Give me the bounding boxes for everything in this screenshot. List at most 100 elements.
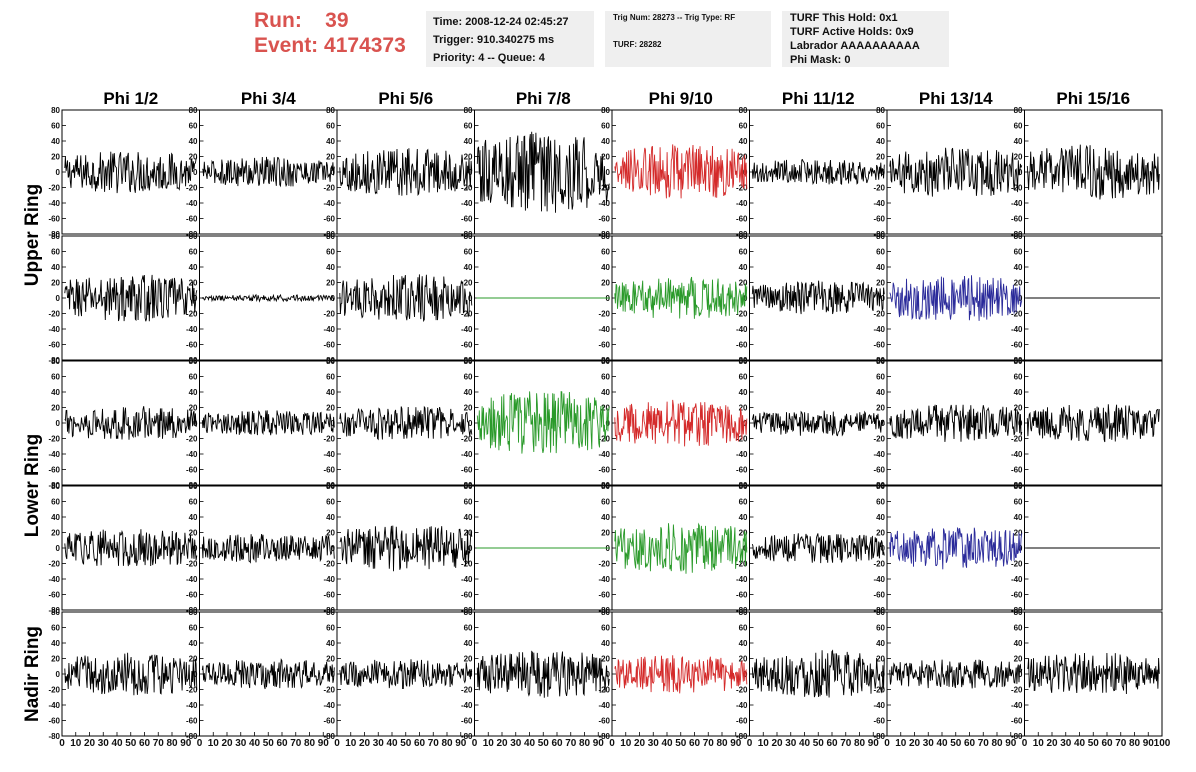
y-tick-label: 60 — [189, 248, 198, 257]
y-tick-label: -60 — [48, 466, 60, 475]
column-label-phi-7-8: Phi 7/8 — [516, 89, 571, 108]
y-tick-label: -40 — [186, 450, 198, 459]
y-tick-label: -40 — [1011, 450, 1023, 459]
y-tick-label: -40 — [873, 450, 885, 459]
y-tick-label: 80 — [1014, 106, 1023, 115]
y-tick-label: 20 — [326, 153, 335, 162]
waveform-phi-11-12-row-0 — [751, 158, 885, 185]
y-tick-label: -60 — [598, 466, 610, 475]
y-tick-label: -60 — [873, 717, 885, 726]
y-tick-label: -20 — [873, 184, 885, 193]
waveform-phi-5-6-row-0 — [339, 148, 473, 196]
y-tick-label: 0 — [193, 670, 198, 679]
y-tick-label: 80 — [464, 357, 473, 366]
y-tick-label: -20 — [598, 435, 610, 444]
y-tick-label: 20 — [876, 153, 885, 162]
y-tick-label: 60 — [601, 373, 610, 382]
y-tick-label: 20 — [464, 279, 473, 288]
y-tick-label: 80 — [189, 232, 198, 241]
y-tick-label: -60 — [323, 466, 335, 475]
y-tick-label: -40 — [323, 701, 335, 710]
y-tick-label: -40 — [461, 450, 473, 459]
waveform-phi-3-4-row-1 — [201, 293, 335, 303]
y-tick-label: 40 — [189, 639, 198, 648]
turf-hold-text: TURF This Hold: 0x1 — [790, 12, 898, 24]
y-tick-label: 40 — [739, 639, 748, 648]
y-tick-label: -40 — [186, 199, 198, 208]
y-tick-label: -80 — [323, 606, 335, 615]
y-tick-label: 60 — [876, 248, 885, 257]
y-tick-label: 60 — [739, 624, 748, 633]
column-label-phi-11-12: Phi 11/12 — [782, 89, 855, 108]
y-tick-label: -60 — [1011, 466, 1023, 475]
x-tick-label: 30 — [98, 738, 110, 749]
y-tick-label: 20 — [326, 279, 335, 288]
y-tick-label: 60 — [51, 248, 60, 257]
y-tick-label: 80 — [326, 106, 335, 115]
y-tick-label: 80 — [601, 608, 610, 617]
y-tick-label: 80 — [876, 482, 885, 491]
labels-layer: Phi 1/2 Phi 3/4 Phi 5/6 Phi 7/8 Phi 9/10 Phi … — [22, 89, 1130, 722]
turf-active-text: TURF Active Holds: 0x9 — [790, 26, 914, 38]
y-tick-label: -40 — [48, 575, 60, 584]
y-tick-label: -20 — [186, 560, 198, 569]
x-tick-label: 30 — [235, 738, 247, 749]
y-tick-label: 80 — [1014, 232, 1023, 241]
y-tick-label: -20 — [873, 560, 885, 569]
y-tick-label: -20 — [461, 560, 473, 569]
y-tick-label: 60 — [326, 373, 335, 382]
y-tick-label: -20 — [186, 310, 198, 319]
y-tick-label: 20 — [601, 655, 610, 664]
y-tick-label: -20 — [323, 310, 335, 319]
y-tick-label: 60 — [601, 624, 610, 633]
x-tick-label: 20 — [634, 738, 646, 749]
column-label-phi-1-2: Phi 1/2 — [103, 89, 158, 108]
x-tick-label: 50 — [263, 738, 275, 749]
waveform-phi-13-14-row-0 — [889, 147, 1023, 197]
y-tick-label: 20 — [1014, 529, 1023, 538]
x-tick-label: 50 — [675, 738, 687, 749]
y-tick-label: 80 — [51, 106, 60, 115]
y-tick-label: -20 — [323, 435, 335, 444]
trig-num-text: Trig Num: 28273 -- Trig Type: RF — [613, 13, 736, 22]
row-label-nadir-ring: Nadir Ring — [22, 626, 43, 722]
y-tick-label: -40 — [736, 325, 748, 334]
panel-frame — [611, 485, 750, 611]
y-tick-label: 80 — [1014, 608, 1023, 617]
y-tick-label: 20 — [464, 404, 473, 413]
x-tick-label: 60 — [826, 738, 838, 749]
y-tick-label: 60 — [464, 624, 473, 633]
y-tick-label: 60 — [464, 248, 473, 257]
y-tick-label: -80 — [1011, 732, 1023, 741]
x-tick-label: 60 — [276, 738, 288, 749]
y-tick-label: 80 — [739, 106, 748, 115]
waveform-phi-3-4-row-2 — [201, 410, 335, 436]
y-tick-label: 60 — [326, 498, 335, 507]
y-tick-label: -80 — [873, 606, 885, 615]
y-tick-label: 20 — [51, 404, 60, 413]
y-tick-label: 20 — [464, 655, 473, 664]
y-tick-label: 0 — [1018, 168, 1023, 177]
y-tick-label: 0 — [193, 168, 198, 177]
waveform-phi-7-8-row-0 — [476, 131, 610, 213]
y-tick-label: 0 — [606, 670, 611, 679]
y-tick-label: 0 — [331, 670, 336, 679]
y-tick-label: -20 — [48, 310, 60, 319]
y-tick-label: 20 — [189, 279, 198, 288]
y-tick-label: 80 — [739, 482, 748, 491]
y-tick-label: 80 — [1014, 357, 1023, 366]
x-tick-label: 40 — [249, 738, 261, 749]
y-tick-label: 40 — [601, 639, 610, 648]
y-tick-label: 80 — [189, 106, 198, 115]
time-trigger-info-box: Time: 2008-12-24 02:45:27 Trigger: 910.3… — [426, 11, 594, 67]
y-tick-label: -60 — [873, 341, 885, 350]
x-tick-label: 80 — [1129, 738, 1141, 749]
y-tick-label: 60 — [739, 373, 748, 382]
x-tick-label: 60 — [964, 738, 976, 749]
x-tick-label: 80 — [579, 738, 591, 749]
x-tick-label: 60 — [689, 738, 701, 749]
y-tick-label: -20 — [736, 184, 748, 193]
y-tick-label: -80 — [48, 356, 60, 365]
x-tick-label: 40 — [936, 738, 948, 749]
y-tick-label: -20 — [323, 686, 335, 695]
